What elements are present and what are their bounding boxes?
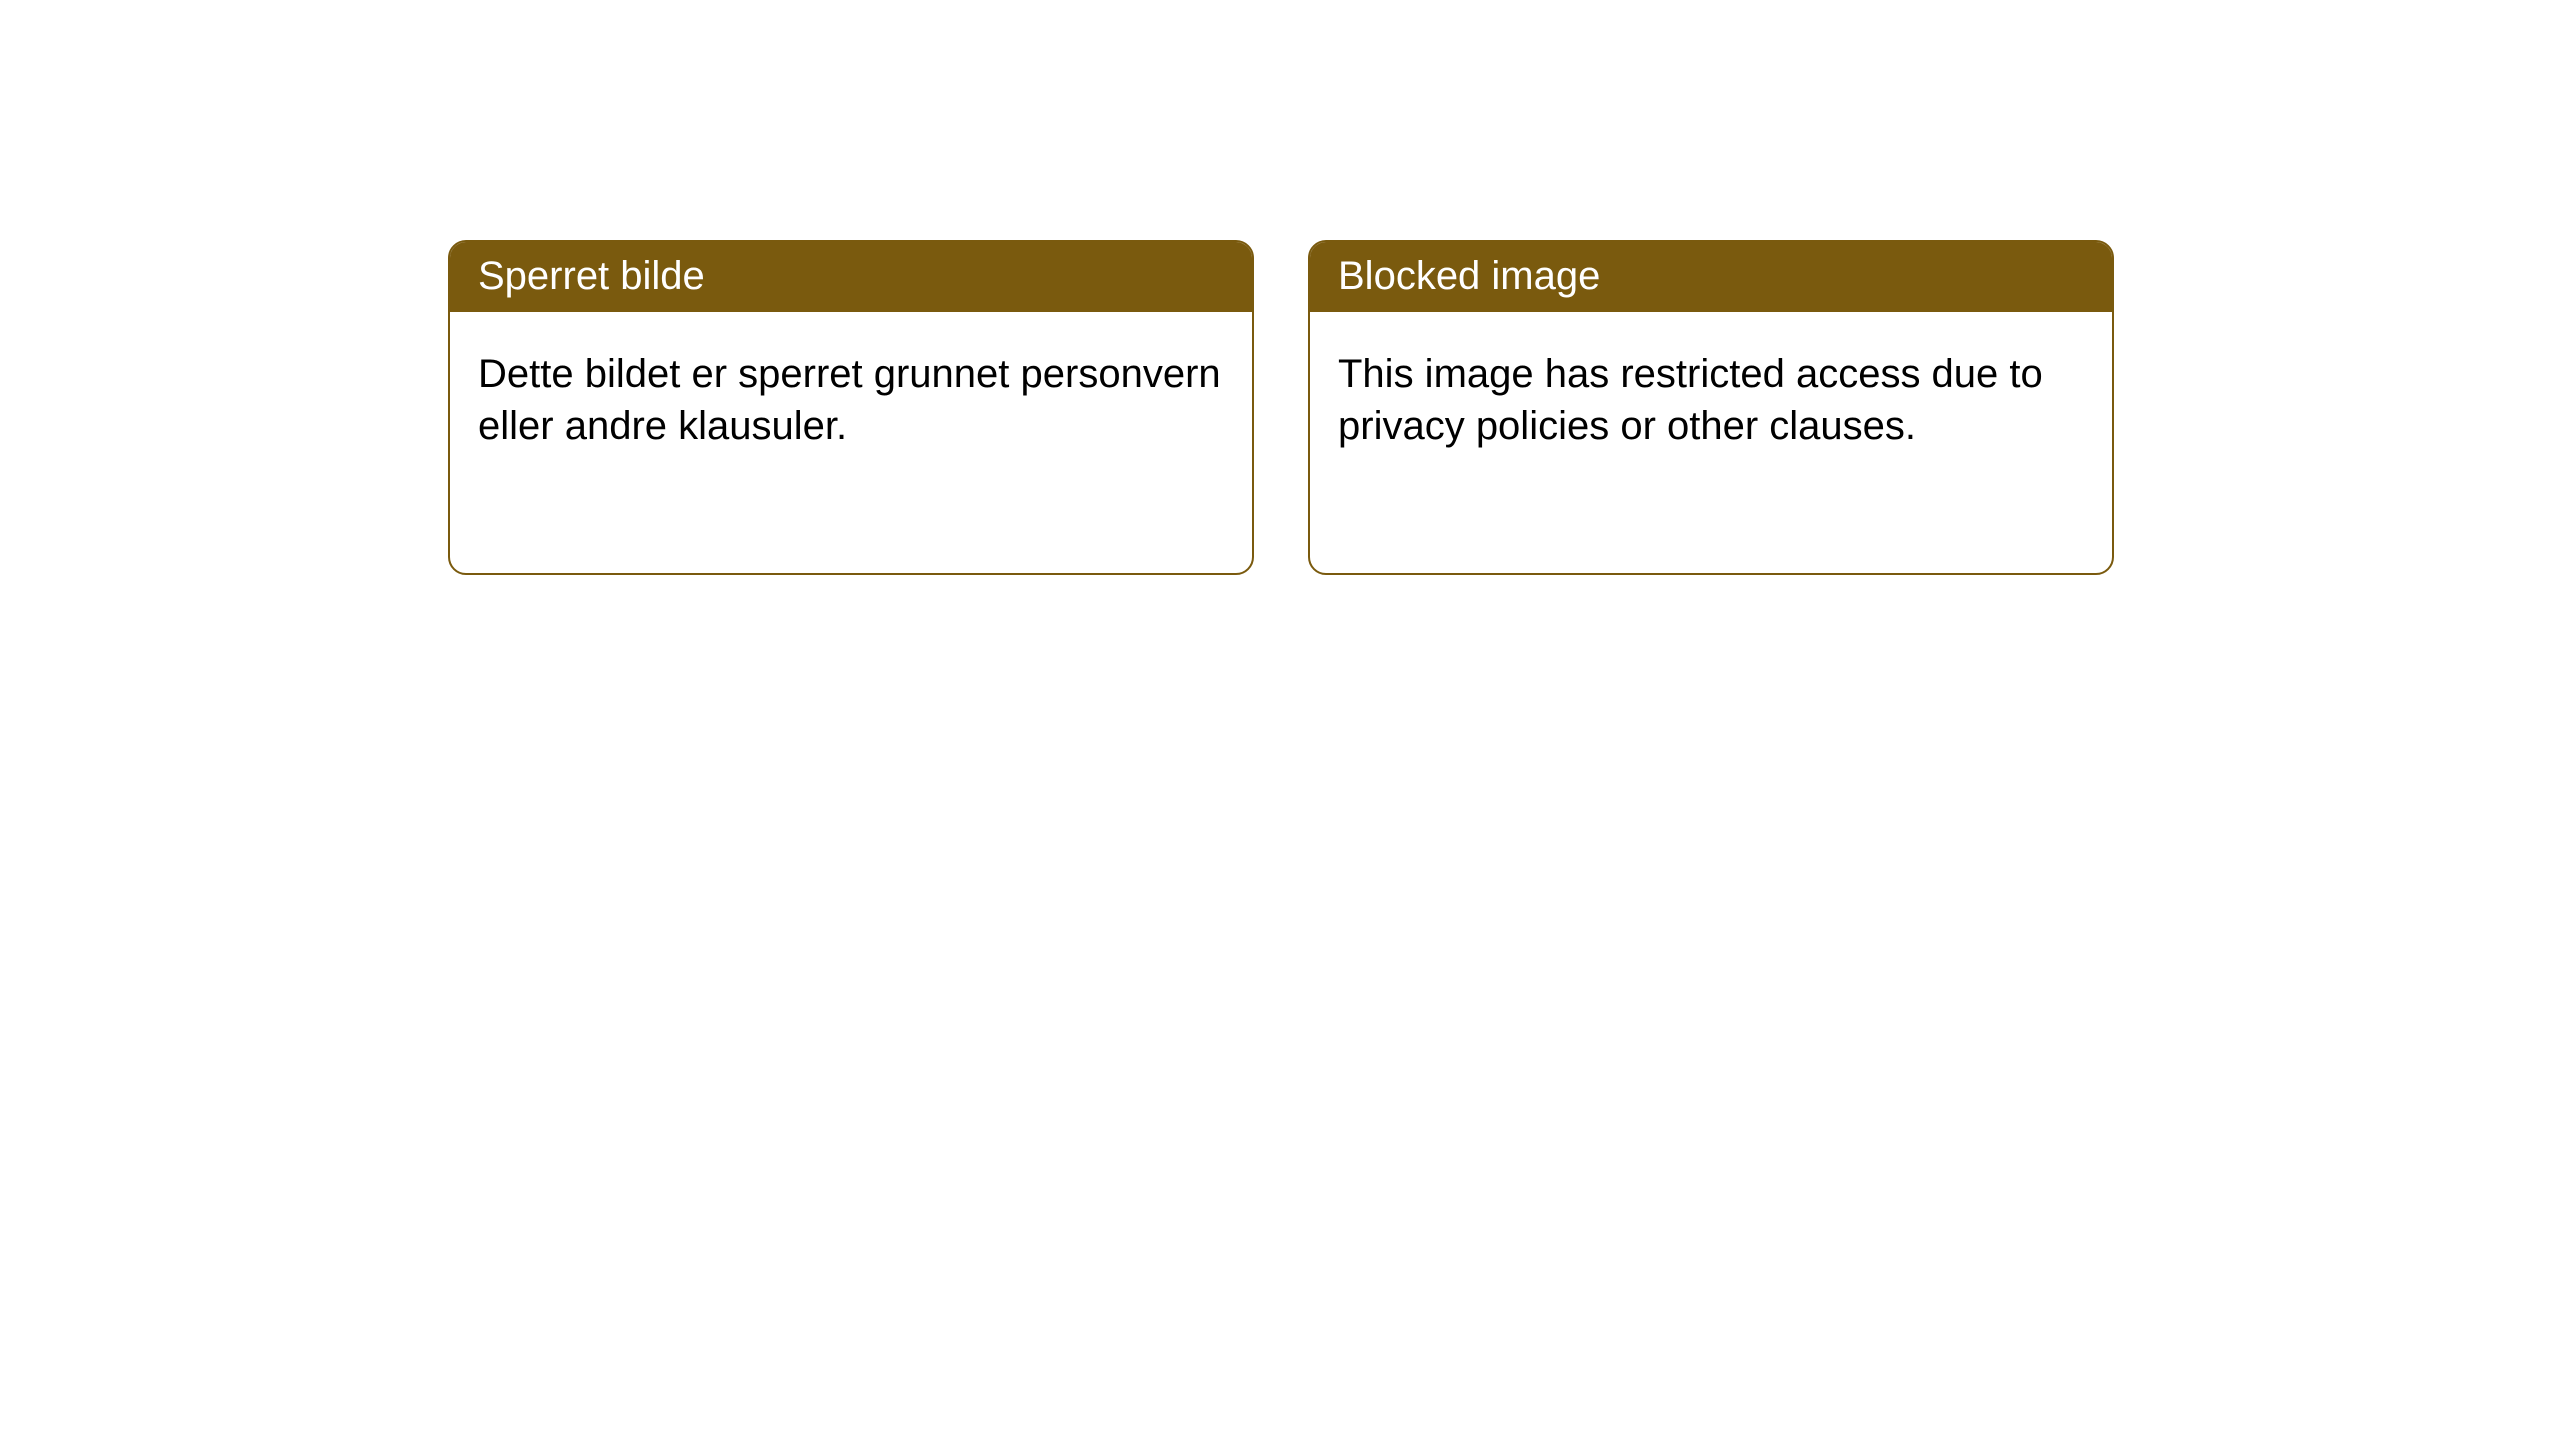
notice-title-en: Blocked image	[1310, 242, 2112, 312]
notice-body-en: This image has restricted access due to …	[1310, 312, 2112, 488]
notice-title-no: Sperret bilde	[450, 242, 1252, 312]
notice-body-no: Dette bildet er sperret grunnet personve…	[450, 312, 1252, 488]
notices-container: Sperret bilde Dette bildet er sperret gr…	[0, 0, 2560, 575]
notice-card-no: Sperret bilde Dette bildet er sperret gr…	[448, 240, 1254, 575]
notice-card-en: Blocked image This image has restricted …	[1308, 240, 2114, 575]
